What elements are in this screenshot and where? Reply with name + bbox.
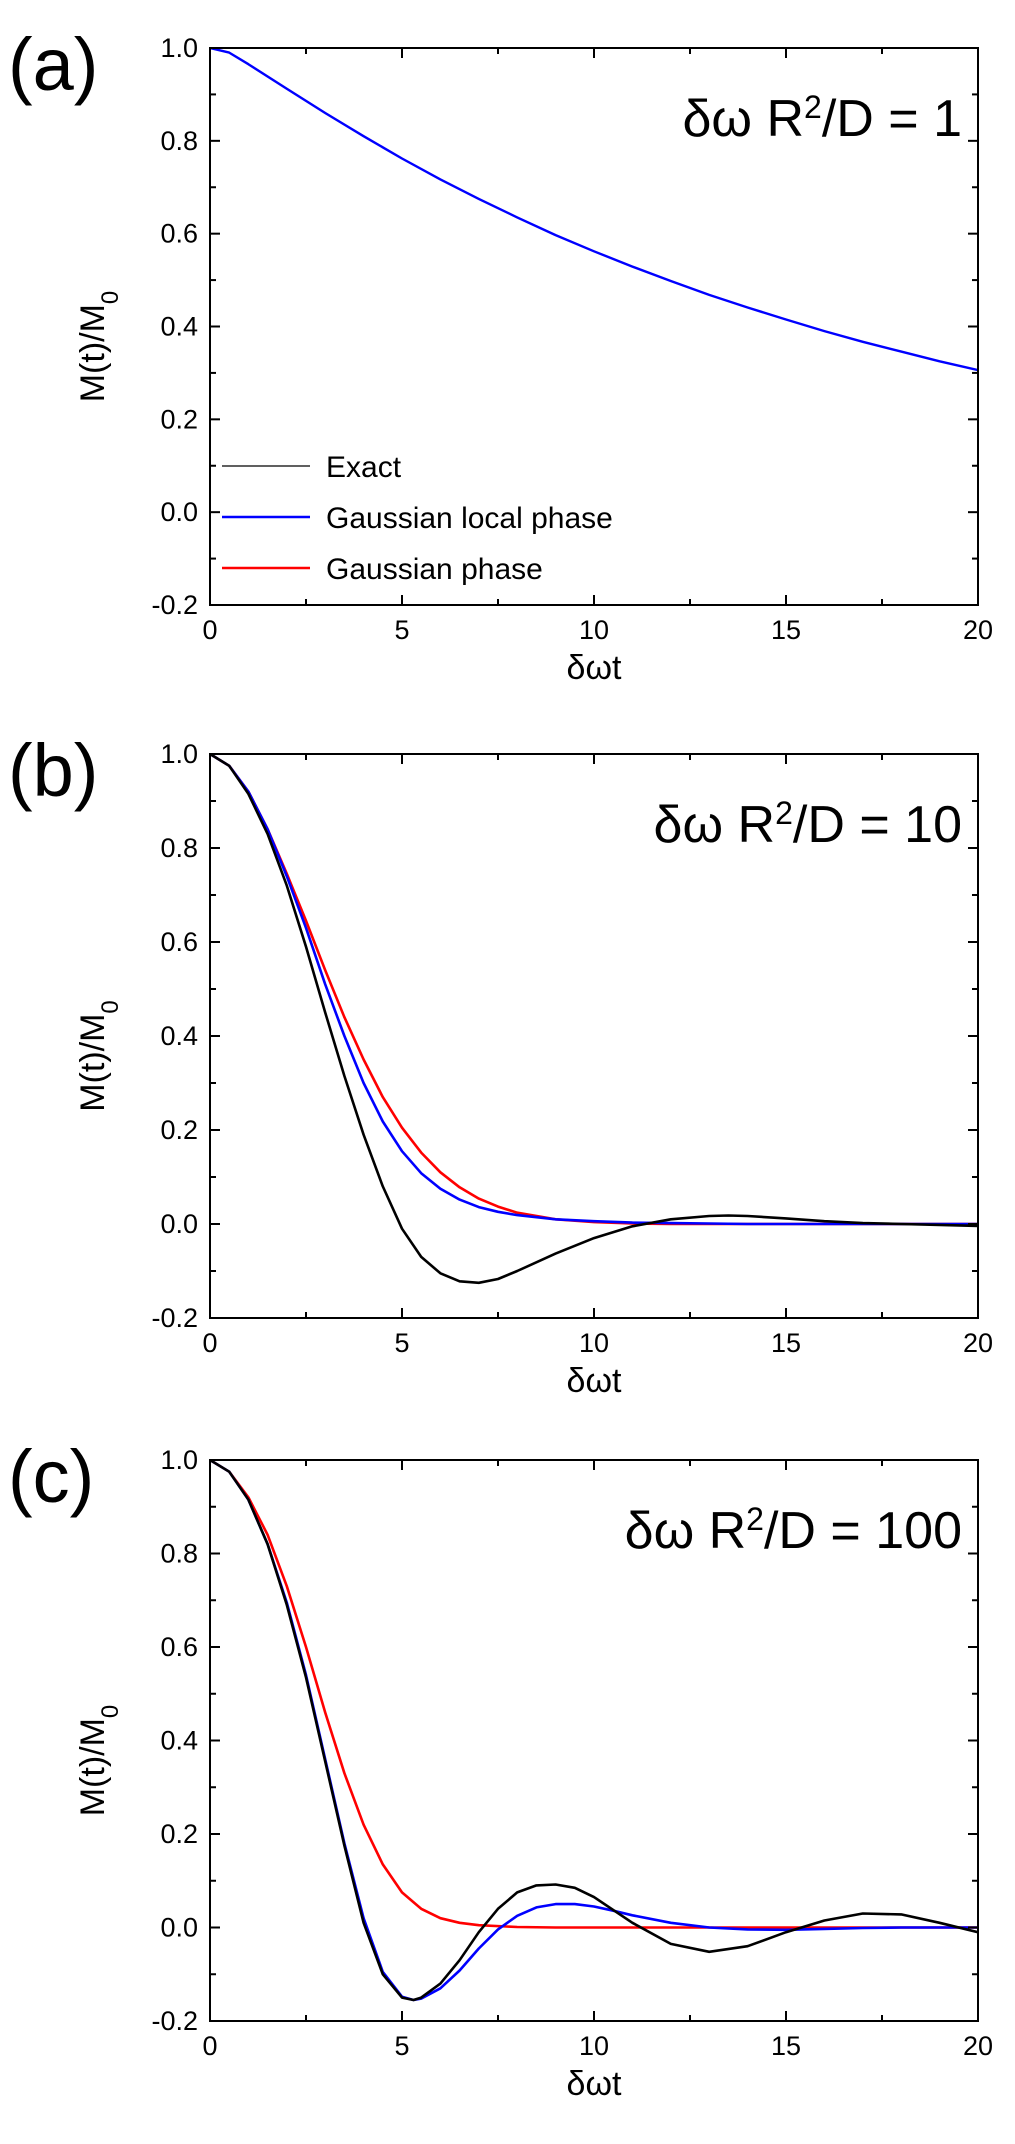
annotation-suffix: /D = 100 xyxy=(764,1502,962,1560)
annotation-suffix: /D = 10 xyxy=(793,796,962,854)
y-axis-title-main: M(t)/M xyxy=(74,1014,112,1112)
annotation-prefix: δω R xyxy=(654,796,776,854)
y-axis-title-subscript: 0 xyxy=(97,291,124,304)
x-tick-label: 5 xyxy=(394,2031,409,2061)
x-tick-label: 20 xyxy=(963,2031,993,2061)
series-group xyxy=(210,754,978,1285)
y-tick-label: 0.6 xyxy=(160,927,198,957)
annotation-prefix: δω R xyxy=(625,1502,747,1560)
y-tick-label: 0.2 xyxy=(160,1115,198,1145)
y-axis-title-subscript: 0 xyxy=(97,1705,124,1718)
x-tick-label: 10 xyxy=(579,1328,609,1358)
parameter-annotation: δω R2/D = 100 xyxy=(625,1501,962,1560)
x-tick-label: 15 xyxy=(771,615,801,645)
x-tick-label: 0 xyxy=(202,1328,217,1358)
legend-label-gaussian-local-phase: Gaussian local phase xyxy=(326,502,613,535)
x-tick-label: 20 xyxy=(963,615,993,645)
y-tick-label: 0.8 xyxy=(160,1539,198,1569)
chart-panel-2: 0 5 10 15 20-0.20.00.20.40.60.81.0δωtM(t)/M0… xyxy=(8,1435,993,2103)
legend: Exact Gaussian local phase Gaussian phase xyxy=(222,451,613,586)
annotation-superscript: 2 xyxy=(746,1501,764,1537)
x-tick-label: 20 xyxy=(963,1328,993,1358)
annotation-superscript: 2 xyxy=(804,89,822,125)
series-line-gaussian-local-phase xyxy=(210,48,978,372)
y-tick-label: 0.4 xyxy=(160,312,198,342)
y-tick-label: 1.0 xyxy=(160,33,198,63)
y-tick-label: 0.8 xyxy=(160,833,198,863)
x-axis-title: δωt xyxy=(567,1362,622,1400)
y-tick-label: -0.2 xyxy=(151,590,198,620)
x-tick-label: 0 xyxy=(202,615,217,645)
y-tick-label: 0.6 xyxy=(160,219,198,249)
series-line-exact xyxy=(210,754,978,1285)
panel-label: (b) xyxy=(8,729,98,812)
y-tick-label: 0.6 xyxy=(160,1632,198,1662)
y-tick-label: 0.4 xyxy=(160,1726,198,1756)
y-tick-label: 1.0 xyxy=(160,739,198,769)
x-tick-label: 15 xyxy=(771,1328,801,1358)
y-tick-label: -0.2 xyxy=(151,1303,198,1333)
series-line-gaussian-phase xyxy=(210,1460,978,1929)
x-tick-label: 5 xyxy=(394,615,409,645)
y-axis-title: M(t)/M0 xyxy=(74,1000,124,1112)
parameter-annotation: δω R2/D = 1 xyxy=(682,89,962,148)
annotation-suffix: /D = 1 xyxy=(822,90,962,148)
y-axis-title-main: M(t)/M xyxy=(74,1718,112,1816)
annotation-superscript: 2 xyxy=(775,795,793,831)
series-group xyxy=(210,1460,978,2002)
y-axis-title-subscript: 0 xyxy=(97,1000,124,1013)
x-axis-title: δωt xyxy=(567,649,622,687)
legend-label-exact: Exact xyxy=(326,451,402,484)
x-axis-title: δωt xyxy=(567,2065,622,2103)
series-group xyxy=(210,48,978,372)
y-tick-label: 0.2 xyxy=(160,1819,198,1849)
y-tick-label: 0.8 xyxy=(160,126,198,156)
x-tick-label: 10 xyxy=(579,2031,609,2061)
y-axis-title: M(t)/M0 xyxy=(74,1705,124,1817)
chart-panel-0: 0 5 10 15 20-0.20.00.20.40.60.81.0δωtM(t)/M0… xyxy=(8,23,993,687)
y-tick-label: -0.2 xyxy=(151,2006,198,2036)
y-tick-label: 0.0 xyxy=(160,497,198,527)
panel-label: (a) xyxy=(8,23,98,106)
series-line-gaussian-local-phase xyxy=(210,754,978,1226)
x-tick-label: 10 xyxy=(579,615,609,645)
series-line-exact xyxy=(210,1460,978,2002)
legend-label-gaussian-phase: Gaussian phase xyxy=(326,553,543,586)
y-tick-label: 0.0 xyxy=(160,1913,198,1943)
y-tick-label: 0.2 xyxy=(160,404,198,434)
x-tick-label: 0 xyxy=(202,2031,217,2061)
panel-label: (c) xyxy=(8,1435,94,1518)
x-tick-label: 15 xyxy=(771,2031,801,2061)
y-tick-label: 1.0 xyxy=(160,1445,198,1475)
y-axis-title: M(t)/M0 xyxy=(74,291,124,403)
y-axis-title-main: M(t)/M xyxy=(74,304,112,402)
parameter-annotation: δω R2/D = 10 xyxy=(654,795,962,854)
y-tick-label: 0.4 xyxy=(160,1021,198,1051)
x-tick-label: 5 xyxy=(394,1328,409,1358)
annotation-prefix: δω R xyxy=(682,90,804,148)
y-tick-label: 0.0 xyxy=(160,1209,198,1239)
chart-panel-1: 0 5 10 15 20-0.20.00.20.40.60.81.0δωtM(t)/M0… xyxy=(8,729,993,1400)
